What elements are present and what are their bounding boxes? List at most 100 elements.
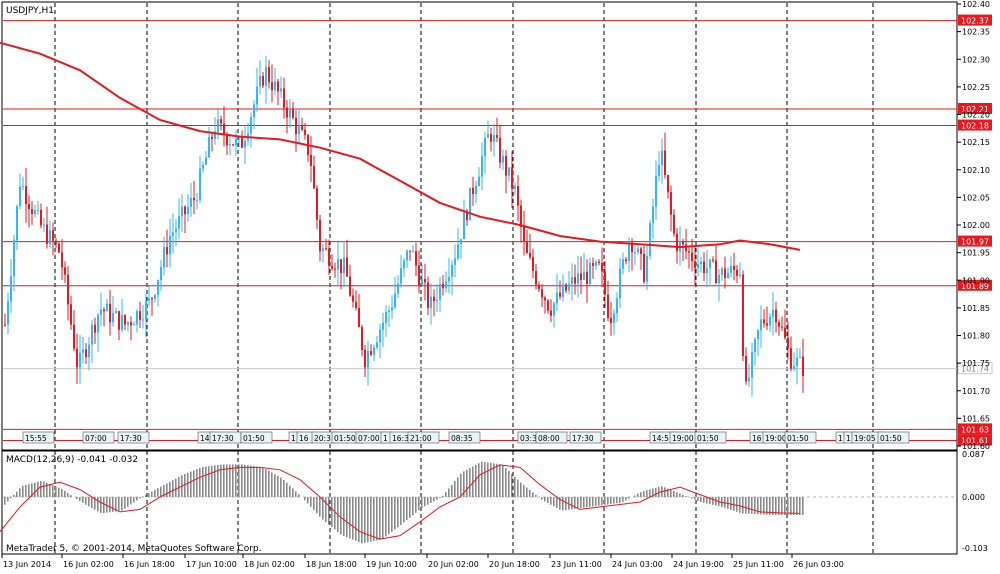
- candle-body: [175, 228, 177, 233]
- candle-body: [355, 301, 357, 308]
- macd-signal-line: [0, 464, 801, 540]
- event-label: 14:5: [652, 434, 669, 443]
- price-tick-label: 102.20: [962, 111, 990, 120]
- macd-bar: [142, 496, 144, 498]
- macd-bar: [361, 497, 363, 544]
- macd-bar: [355, 497, 357, 541]
- candle-body: [13, 240, 15, 277]
- macd-bar: [694, 497, 696, 500]
- event-box: [694, 431, 727, 444]
- event-label: 1: [383, 434, 388, 443]
- candle-body: [520, 205, 522, 227]
- macd-panel[interactable]: [1, 450, 958, 555]
- macd-bar: [790, 497, 792, 516]
- candle-body: [334, 268, 336, 270]
- event-box: [535, 431, 568, 444]
- candle-body: [115, 311, 117, 313]
- candle-body: [466, 212, 468, 221]
- candle-body: [751, 351, 753, 378]
- candle-body: [64, 267, 66, 275]
- macd-bar: [22, 485, 24, 498]
- candle-body: [703, 261, 705, 274]
- price-panel[interactable]: [1, 1, 958, 451]
- candle-body: [427, 282, 429, 308]
- macd-bar: [583, 497, 585, 508]
- candle-body: [718, 274, 720, 284]
- time-tick-label: 13 Jun 2014: [3, 560, 51, 569]
- macd-bar: [256, 466, 258, 498]
- candle-body: [670, 192, 672, 215]
- time-axis: 13 Jun 2014 16 Jun 02:00 16 Jun 18:00 17 Ju…: [1, 554, 844, 569]
- macd-bar: [475, 464, 477, 498]
- candle-body: [535, 270, 537, 285]
- macd-bar: [229, 464, 231, 498]
- macd-bar: [634, 495, 636, 498]
- macd-bar: [43, 481, 45, 498]
- macd-bar: [478, 463, 480, 498]
- macd-bar: [691, 497, 693, 499]
- macd-bar: [124, 497, 126, 509]
- candle-body: [274, 81, 276, 91]
- macd-bar: [439, 497, 441, 499]
- candle-body: [538, 284, 540, 290]
- macd-bar: [205, 466, 207, 498]
- candle-body: [523, 226, 525, 242]
- event-label: 17:30: [120, 434, 142, 443]
- candle-body: [781, 326, 783, 328]
- macd-bar: [604, 497, 606, 505]
- macd-bar: [610, 497, 612, 504]
- candle-body: [514, 186, 516, 189]
- macd-bar: [733, 497, 735, 511]
- macd-bar: [403, 497, 405, 523]
- macd-bar: [358, 497, 360, 543]
- candle-body: [241, 137, 243, 148]
- candle-body: [295, 117, 297, 135]
- candle-body: [409, 250, 411, 252]
- candle-body: [373, 347, 375, 355]
- time-tick-label: 20 Jun 18:00: [489, 560, 540, 569]
- event-box: [877, 431, 910, 444]
- event-label: 1: [291, 434, 296, 443]
- candle-body: [700, 261, 702, 265]
- level-badge: [958, 235, 992, 247]
- candle-body: [580, 273, 582, 280]
- macd-bar: [172, 480, 174, 498]
- candle-body: [142, 319, 144, 321]
- price-tick-label: 102.25: [962, 83, 990, 92]
- candle-body: [55, 240, 57, 244]
- macd-bar: [742, 497, 744, 514]
- time-tick-label: 20 Jun 02:00: [428, 560, 479, 569]
- macd-bar: [739, 497, 741, 513]
- macd-bar: [541, 497, 543, 500]
- candle-body: [766, 323, 768, 326]
- candle-body: [73, 324, 75, 349]
- macd-bar: [211, 465, 213, 498]
- candle-body: [289, 109, 291, 118]
- candle-body: [310, 154, 312, 166]
- macd-bar: [715, 497, 717, 506]
- macd-bar: [448, 488, 450, 498]
- macd-bar: [13, 494, 15, 498]
- macd-bar: [76, 497, 78, 500]
- macd-bar: [328, 497, 330, 525]
- macd-bar: [145, 494, 147, 498]
- candle-body: [709, 259, 711, 269]
- macd-bar: [136, 497, 138, 501]
- candle-body: [82, 349, 84, 353]
- time-tick-label: 24 Jun 03:00: [612, 560, 663, 569]
- macd-bar: [607, 497, 609, 505]
- candle-body: [148, 298, 150, 301]
- candle-body: [94, 324, 96, 333]
- macd-bar: [655, 487, 657, 498]
- candle-body: [610, 317, 612, 323]
- macd-label: MACD(12,26,9) -0.041 -0.032: [6, 455, 138, 465]
- candle-body: [118, 311, 120, 330]
- macd-bar: [706, 497, 708, 504]
- candle-body: [547, 300, 549, 311]
- candle-body: [661, 150, 663, 166]
- macd-bar: [187, 472, 189, 498]
- macd-bar: [340, 497, 342, 535]
- price-tick-label: 101.70: [962, 387, 990, 396]
- candle-body: [193, 198, 195, 201]
